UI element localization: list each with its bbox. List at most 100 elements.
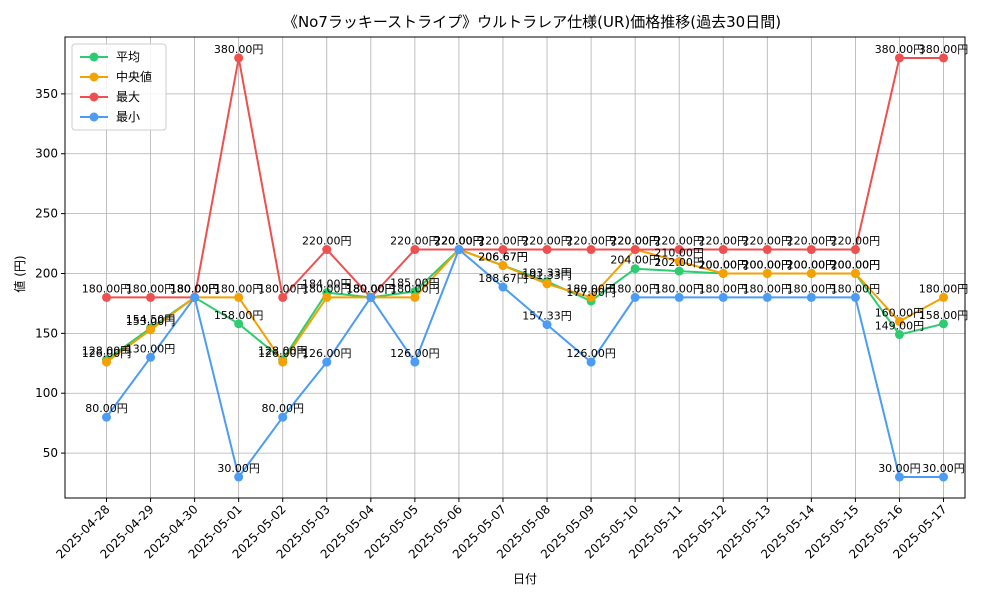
x-axis-label: 日付: [513, 572, 537, 586]
data-label: 200.00円: [787, 258, 837, 271]
y-tick-label: 50: [43, 446, 58, 460]
data-label: 126.00円: [390, 347, 440, 360]
data-point: [542, 279, 552, 289]
data-label: 30.00円: [217, 462, 260, 475]
data-point: [674, 257, 684, 267]
data-label: 180.00円: [698, 282, 748, 295]
data-label: 206.67円: [478, 251, 528, 264]
data-label: 177.00円: [566, 286, 616, 299]
data-point: [894, 472, 904, 482]
data-point: [762, 292, 772, 302]
legend-swatch-marker: [89, 112, 99, 122]
data-label: 153.00円: [126, 315, 176, 328]
data-label: 220.00円: [831, 235, 881, 248]
data-point: [894, 330, 904, 340]
data-label: 154.50円: [126, 313, 176, 326]
data-point: [894, 53, 904, 63]
data-label: 200.00円: [698, 258, 748, 271]
data-label: 200.00円: [787, 258, 837, 271]
data-point: [146, 292, 156, 302]
data-label: 180.00円: [258, 282, 308, 295]
data-point: [806, 292, 816, 302]
data-point: [498, 261, 508, 271]
data-label: 180.00円: [126, 282, 176, 295]
data-point: [630, 292, 640, 302]
data-point: [674, 245, 684, 255]
series-line-1: [105, 248, 944, 364]
chart-title: 《No7ラッキーストライプ》ウルトラレア仕様(UR)価格推移(過去30日間): [283, 13, 781, 31]
data-point: [322, 357, 332, 367]
data-point: [850, 245, 860, 255]
data-point: [234, 472, 244, 482]
data-label: 200.00円: [743, 258, 793, 271]
data-label: 220.00円: [478, 235, 528, 248]
data-label: 220.00円: [743, 235, 793, 248]
data-label: 220.00円: [787, 235, 837, 248]
data-point: [939, 319, 948, 329]
data-point: [498, 245, 508, 255]
data-label: 180.00円: [170, 282, 220, 295]
data-label: 185.00円: [390, 276, 440, 289]
data-point: [278, 292, 288, 302]
data-point: [102, 292, 111, 302]
data-label: 80.00円: [85, 402, 128, 415]
legend-entry: 平均: [116, 50, 140, 64]
data-point: [146, 352, 156, 362]
data-label: 130.00円: [126, 342, 176, 355]
y-tick-label: 300: [35, 147, 58, 161]
data-point: [146, 325, 156, 335]
legend-box: [71, 43, 167, 131]
data-point: [586, 357, 596, 367]
legend-swatch-marker: [89, 52, 99, 62]
data-label: 220.00円: [566, 235, 616, 248]
data-label: 158.00円: [919, 309, 969, 322]
data-label: 180.00円: [170, 282, 220, 295]
data-label: 180.00円: [743, 282, 793, 295]
data-point: [630, 245, 640, 255]
data-label: 188.67円: [478, 272, 528, 285]
data-point: [410, 357, 420, 367]
data-label: 180.00円: [170, 282, 220, 295]
legend-entry: 最小: [116, 110, 140, 124]
data-point: [234, 292, 244, 302]
data-label: 126.00円: [302, 347, 352, 360]
data-label: 180.00円: [170, 282, 220, 295]
data-label: 158.00円: [214, 309, 264, 322]
y-axis-label: 値 (円): [12, 255, 27, 292]
data-point: [762, 268, 772, 278]
data-point: [234, 53, 244, 63]
series-line-2: [106, 57, 944, 300]
legend-swatch-marker: [89, 92, 99, 102]
data-label: 157.33円: [522, 310, 572, 323]
data-point: [939, 472, 948, 482]
data-label: 204.00円: [610, 254, 660, 267]
data-label: 126.00円: [258, 347, 308, 360]
data-label: 200.00円: [698, 258, 748, 271]
data-label: 220.00円: [522, 235, 572, 248]
data-point: [234, 319, 244, 329]
data-label: 180.00円: [346, 282, 396, 295]
y-tick-label: 100: [35, 386, 58, 400]
legend-swatch-marker: [89, 72, 99, 82]
data-label: 200.00円: [831, 258, 881, 271]
data-label: 180.00円: [82, 282, 132, 295]
data-label: 380.00円: [919, 43, 969, 56]
data-label: 149.00円: [875, 320, 925, 333]
data-label: 180.00円: [566, 282, 616, 295]
data-label: 128.00円: [258, 345, 308, 358]
data-label: 184.00円: [302, 278, 352, 291]
legend-entry: 中央値: [116, 69, 152, 84]
series-line-3: [105, 247, 944, 480]
data-label: 180.00円: [831, 282, 881, 295]
data-label: 220.00円: [434, 235, 484, 248]
data-label: 200.00円: [743, 258, 793, 271]
y-tick-label: 150: [35, 326, 58, 340]
data-point: [850, 292, 860, 302]
data-label: 202.00円: [654, 256, 704, 269]
data-label: 180.00円: [346, 282, 396, 295]
data-point: [674, 266, 684, 276]
data-point: [586, 245, 596, 255]
